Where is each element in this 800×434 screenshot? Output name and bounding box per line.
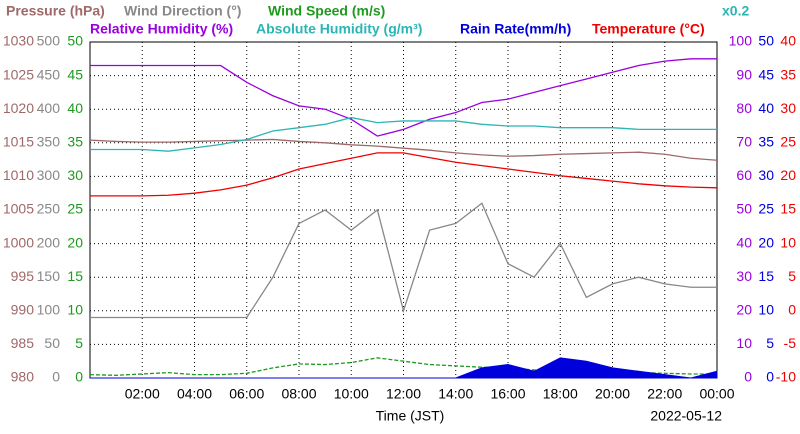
y-tick-label: 40: [736, 234, 752, 250]
y-tick-label: 15: [67, 268, 83, 284]
date-label: 2022-05-12: [650, 408, 722, 424]
legend-entry: Rain Rate(mm/h): [460, 21, 571, 37]
y-tick-label: 50: [67, 33, 83, 49]
legend-entry: Temperature (°C): [592, 21, 705, 37]
y-tick-label: 250: [37, 201, 61, 217]
y-tick-label: 1030: [3, 33, 34, 49]
y-tick-label: 50: [736, 201, 752, 217]
legend-entry: Absolute Humidity (g/m³): [256, 21, 422, 37]
y-tick-label: 0: [52, 369, 60, 385]
y-tick-label: 30: [736, 268, 752, 284]
y-tick-label: 25: [67, 201, 83, 217]
y-tick-label: 450: [37, 66, 61, 82]
y-tick-label: 990: [11, 302, 35, 318]
y-tick-label: 1005: [3, 201, 34, 217]
y-tick-label: 25: [780, 134, 796, 150]
x-tick-label: 20:00: [595, 386, 630, 402]
y-tick-label: -10: [776, 369, 796, 385]
y-tick-label: 1010: [3, 167, 34, 183]
y-tick-label: 5: [75, 335, 83, 351]
y-tick-label: 30: [758, 167, 774, 183]
y-tick-label: 0: [75, 369, 83, 385]
x-tick-label: 00:00: [699, 386, 734, 402]
x-tick-label: 04:00: [177, 386, 212, 402]
x-tick-label: 16:00: [490, 386, 525, 402]
x-tick-label: 10:00: [334, 386, 369, 402]
x-tick-label: 18:00: [543, 386, 578, 402]
y-tick-label: 400: [37, 100, 61, 116]
y-tick-label: 40: [67, 100, 83, 116]
x-axis-label: Time (JST): [376, 408, 445, 424]
y-tick-label: 1000: [3, 234, 34, 250]
y-tick-label: 1015: [3, 134, 34, 150]
y-tick-label: 10: [67, 302, 83, 318]
y-tick-label: 80: [736, 100, 752, 116]
y-tick-label: 70: [736, 134, 752, 150]
y-tick-label: 90: [736, 66, 752, 82]
y-tick-label: 300: [37, 167, 61, 183]
y-tick-label: -5: [784, 335, 797, 351]
x-tick-label: 08:00: [281, 386, 316, 402]
y-tick-label: 0: [744, 369, 752, 385]
y-tick-label: 100: [37, 302, 61, 318]
y-tick-label: 50: [758, 33, 774, 49]
series-line: [89, 138, 718, 161]
x-tick-label: 02:00: [125, 386, 160, 402]
y-tick-label: 5: [788, 268, 796, 284]
y-tick-label: 0: [766, 369, 774, 385]
y-tick-label: 40: [780, 33, 796, 49]
y-tick-label: 15: [758, 268, 774, 284]
y-tick-label: 1025: [3, 66, 34, 82]
y-tick-label: 20: [736, 302, 752, 318]
y-tick-label: 30: [67, 167, 83, 183]
y-tick-label: 1020: [3, 100, 34, 116]
y-tick-label: 30: [780, 100, 796, 116]
y-tick-label: 40: [758, 100, 774, 116]
y-tick-label: 5: [766, 335, 774, 351]
y-tick-label: 45: [67, 66, 83, 82]
y-tick-label: 200: [37, 234, 61, 250]
series-line: [90, 58, 717, 137]
y-tick-label: 45: [758, 66, 774, 82]
x-tick-label: 06:00: [229, 386, 264, 402]
y-tick-label: 15: [780, 201, 796, 217]
x-tick-label: 22:00: [647, 386, 682, 402]
y-tick-label: 20: [780, 167, 796, 183]
y-tick-label: 20: [758, 234, 774, 250]
y-tick-label: 10: [780, 234, 796, 250]
scale-label: x0.2: [722, 3, 749, 19]
y-tick-label: 50: [44, 335, 60, 351]
rain-area: [90, 357, 718, 379]
series-line: [90, 116, 717, 152]
legend-entry: Wind Direction (°): [124, 3, 241, 19]
y-tick-label: 20: [67, 234, 83, 250]
legend-entry: Pressure (hPa): [6, 3, 105, 19]
y-tick-label: 10: [736, 335, 752, 351]
series-line: [90, 152, 718, 197]
y-tick-label: 10: [758, 302, 774, 318]
legend-entry: Wind Speed (m/s): [268, 3, 385, 19]
y-tick-label: 150: [37, 268, 61, 284]
y-tick-label: 980: [11, 369, 35, 385]
y-tick-label: 100: [729, 33, 753, 49]
x-tick-label: 12:00: [386, 386, 421, 402]
y-tick-label: 0: [788, 302, 796, 318]
y-tick-label: 35: [758, 134, 774, 150]
y-tick-label: 35: [67, 134, 83, 150]
y-tick-label: 350: [37, 134, 61, 150]
y-tick-label: 500: [37, 33, 61, 49]
y-tick-label: 35: [780, 66, 796, 82]
y-tick-label: 60: [736, 167, 752, 183]
y-tick-label: 985: [11, 335, 35, 351]
y-tick-label: 995: [11, 268, 35, 284]
series-line: [90, 202, 717, 319]
x-tick-label: 14:00: [438, 386, 473, 402]
y-tick-label: 25: [758, 201, 774, 217]
legend-entry: Relative Humidity (%): [90, 21, 233, 37]
